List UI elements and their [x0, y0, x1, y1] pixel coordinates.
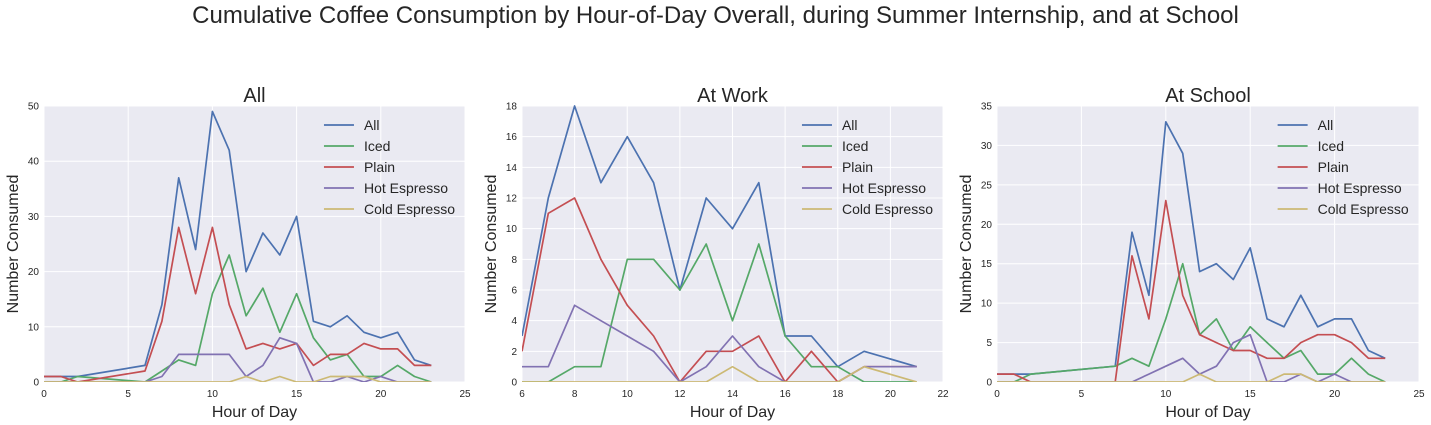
y-axis-label: Number Consumed [5, 175, 22, 314]
x-tick-label: 16 [780, 389, 792, 400]
series-lines [997, 120, 1386, 382]
y-axis-label: Number Consumed [958, 175, 975, 314]
chart-panel-1: 0 5 10 15 20 25 0 10 20 30 40 50 All Hour of Day Numbe… [5, 85, 471, 421]
legend-label: Hot Espresso [364, 180, 448, 196]
x-tick-label: 5 [125, 389, 131, 400]
legend-label: All [842, 117, 858, 133]
series-line-all [522, 105, 917, 368]
series-line-all [44, 110, 432, 378]
y-tick-label: 20 [981, 220, 993, 231]
x-tick-label: 10 [622, 389, 634, 400]
y-tick-label: 4 [511, 316, 517, 327]
legend-label: Iced [1318, 138, 1344, 154]
plot-background [44, 106, 465, 382]
plot-background [997, 106, 1419, 382]
y-tick-label: 10 [981, 299, 993, 310]
chart-title: At School [1165, 85, 1251, 107]
x-tick-label: 25 [459, 389, 471, 400]
series-line-cold-espresso [522, 365, 917, 382]
series-line-plain [44, 226, 432, 382]
x-tick-label: 15 [291, 389, 303, 400]
legend-label: Plain [364, 159, 395, 175]
series-line-hot-espresso [44, 336, 432, 382]
y-tick-label: 10 [28, 322, 40, 333]
y-tick-label: 0 [511, 378, 517, 389]
y-tick-label: 12 [506, 194, 518, 205]
x-tick-label: 15 [1245, 389, 1257, 400]
y-axis-label: Number Consumed [483, 175, 500, 314]
x-tick-label: 20 [885, 389, 897, 400]
y-tick-label: 0 [33, 378, 39, 389]
y-tick-label: 15 [981, 259, 993, 270]
series-lines [522, 105, 917, 382]
legend-label: Hot Espresso [1318, 180, 1402, 196]
x-tick-label: 6 [519, 389, 525, 400]
series-line-plain [997, 199, 1386, 382]
y-tick-label: 30 [28, 212, 40, 223]
x-tick-label: 0 [41, 389, 47, 400]
y-tick-label: 5 [986, 338, 992, 349]
y-tick-label: 16 [506, 132, 518, 143]
legend: All Iced Plain Hot Espresso Cold Espresso [801, 117, 933, 217]
x-tick-label: 18 [832, 389, 844, 400]
series-lines [44, 110, 432, 382]
x-axis-label: Hour of Day [690, 404, 775, 421]
y-tick-label: 6 [511, 286, 517, 297]
series-line-iced [44, 254, 432, 382]
x-tick-label: 5 [1079, 389, 1085, 400]
legend-label: Cold Espresso [842, 201, 933, 217]
legend-label: Plain [1318, 159, 1349, 175]
legend-label: Iced [842, 138, 868, 154]
y-tick-label: 40 [28, 157, 40, 168]
x-tick-label: 10 [1160, 389, 1172, 400]
y-tick-label: 2 [511, 347, 517, 358]
series-line-cold-espresso [44, 375, 432, 382]
x-axis-label: Hour of Day [1165, 404, 1250, 421]
chart-panel-3: 0 5 10 15 20 25 0 5 10 15 20 25 30 35 At School Hour of… [958, 85, 1425, 421]
legend-label: Cold Espresso [1318, 201, 1409, 217]
legend-label: Plain [842, 159, 873, 175]
x-tick-label: 10 [207, 389, 219, 400]
x-tick-label: 20 [375, 389, 387, 400]
legend-label: Iced [364, 138, 390, 154]
x-axis-label: Hour of Day [212, 404, 297, 421]
chart-title: All [243, 85, 265, 107]
y-tick-label: 14 [506, 163, 518, 174]
legend-label: Hot Espresso [842, 180, 926, 196]
x-tick-label: 22 [937, 389, 949, 400]
y-tick-label: 20 [28, 267, 40, 278]
x-tick-label: 12 [674, 389, 686, 400]
y-tick-label: 18 [506, 102, 518, 113]
x-tick-label: 25 [1413, 389, 1425, 400]
legend: All Iced Plain Hot Espresso Cold Espresso [1277, 117, 1409, 217]
legend-label: All [364, 117, 380, 133]
series-line-all [997, 120, 1386, 375]
chart-title: At Work [697, 85, 769, 107]
x-tick-label: 20 [1329, 389, 1341, 400]
x-tick-label: 8 [572, 389, 578, 400]
y-tick-label: 10 [506, 224, 518, 235]
figure-suptitle: Cumulative Coffee Consumption by Hour-of… [192, 2, 1239, 29]
y-tick-label: 30 [981, 141, 993, 152]
y-tick-label: 35 [981, 102, 993, 113]
y-tick-label: 0 [986, 378, 992, 389]
legend-label: All [1318, 117, 1334, 133]
legend: All Iced Plain Hot Espresso Cold Espresso [323, 117, 455, 217]
y-tick-label: 25 [981, 180, 993, 191]
x-tick-label: 0 [994, 389, 1000, 400]
series-line-hot-espresso [997, 333, 1386, 382]
y-tick-label: 50 [28, 102, 40, 113]
y-tick-label: 8 [511, 255, 517, 266]
chart-panel-2: 6 8 10 12 14 16 18 20 22 0 2 4 6 8 10 12 14 16 18 At Work Ho… [483, 85, 949, 421]
x-tick-label: 14 [727, 389, 739, 400]
legend-label: Cold Espresso [364, 201, 455, 217]
